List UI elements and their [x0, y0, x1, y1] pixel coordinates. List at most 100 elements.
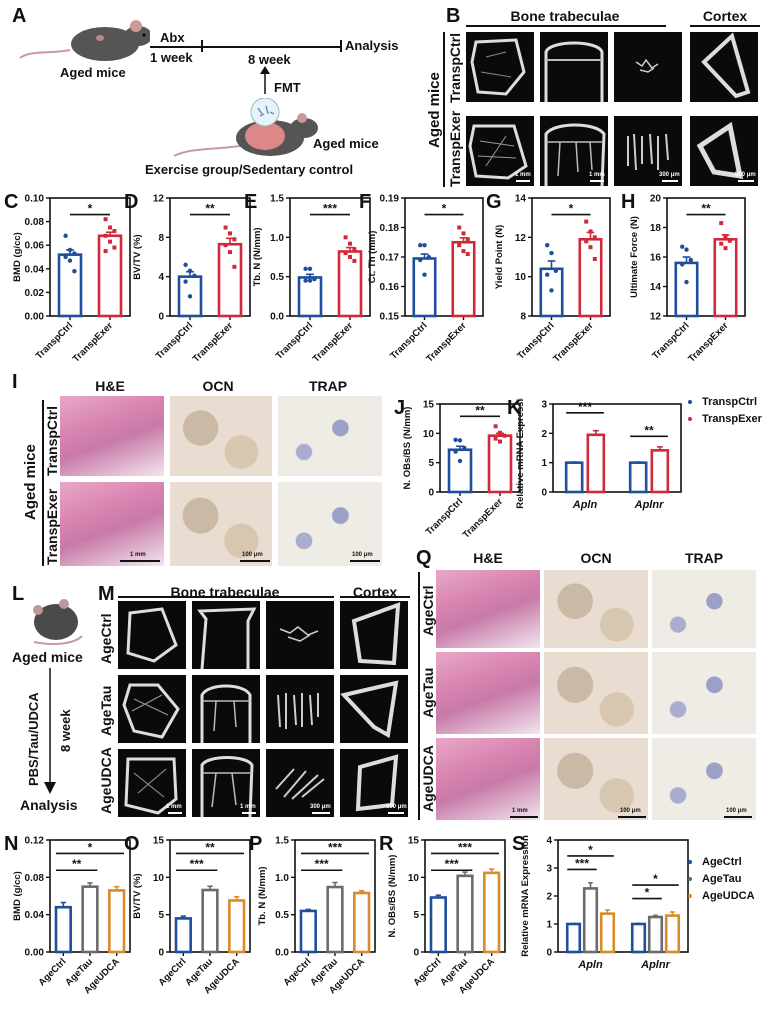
cortex-header-line-m: [340, 596, 410, 598]
timeline-tick-1: [201, 40, 203, 52]
svg-text:0.5: 0.5: [270, 272, 284, 283]
svg-text:0.04: 0.04: [25, 264, 45, 275]
svg-text:Aplnr: Aplnr: [640, 959, 670, 971]
legend-item: TranspCtrl: [688, 396, 757, 408]
svg-text:TranspCtrl: TranspCtrl: [34, 320, 75, 361]
scale-label: 100 μm: [242, 552, 263, 558]
svg-text:1.5: 1.5: [270, 194, 284, 205]
timeline-tick-end: [340, 40, 342, 52]
svg-text:***: ***: [578, 400, 592, 414]
svg-text:3: 3: [541, 400, 547, 411]
svg-text:**: **: [475, 403, 485, 417]
svg-text:2: 2: [546, 892, 552, 903]
row-label-agetau-m: AgeTau: [98, 685, 114, 736]
svg-text:TranspCtrl: TranspCtrl: [388, 320, 429, 361]
svg-text:**: **: [205, 202, 215, 216]
svg-text:0: 0: [428, 488, 434, 499]
cortex-header-line: [690, 25, 760, 27]
eight-week-label: 8 week: [248, 52, 291, 67]
bone-trabeculae-header: Bone trabeculae: [510, 8, 620, 24]
scale-label: 1 mm: [512, 808, 528, 814]
microct-agetau-cortex: [340, 675, 408, 743]
legend-label: AgeCtrl: [702, 856, 742, 868]
panel-label-s: S: [512, 833, 526, 855]
trab-header-line-m: [118, 596, 334, 598]
analysis-label: Analysis: [345, 38, 399, 53]
svg-text:Aplnr: Aplnr: [634, 499, 664, 511]
svg-text:0.08: 0.08: [25, 873, 45, 884]
panel-label-f: F: [359, 191, 372, 213]
he-stain-agectrl: [436, 570, 540, 648]
panel-label-q: Q: [416, 547, 432, 569]
trap-stain-agetau: [652, 652, 756, 734]
legend-item: AgeTau: [688, 873, 742, 885]
chart-h: 12 14 16 18 20 Ultimate Force (N) TranspCtrlTr…: [629, 194, 746, 365]
svg-text:1: 1: [546, 920, 552, 931]
chart-g: 8 10 12 14 Yield Point (N) TranspCtrlTranspEx…: [494, 194, 611, 365]
duration-label: 8 week: [58, 709, 73, 752]
aged-mice-recipient-label: Aged mice: [313, 136, 379, 151]
microct-agectrl-trab-1: [118, 601, 186, 669]
ocn-stain-agectrl: [544, 570, 648, 648]
svg-text:TranspCtrl: TranspCtrl: [515, 320, 556, 361]
svg-text:0: 0: [413, 948, 419, 959]
svg-text:*: *: [653, 872, 658, 886]
svg-text:TranspCtrl: TranspCtrl: [154, 320, 195, 361]
svg-text:*: *: [442, 202, 447, 216]
microct-transpexer-cortex: [690, 116, 758, 186]
svg-text:AgeCtrl: AgeCtrl: [156, 956, 188, 988]
he-stain-transpexer: [60, 482, 164, 566]
scale-label: 100 μm: [726, 808, 747, 814]
svg-text:***: ***: [575, 856, 589, 870]
svg-text:N. OBs/BS (N/mm): N. OBs/BS (N/mm): [387, 855, 398, 938]
panel-label-d: D: [124, 191, 139, 213]
group-bracket: [443, 32, 445, 187]
svg-text:TranspExer: TranspExer: [686, 320, 731, 365]
svg-text:0.12: 0.12: [25, 836, 45, 847]
svg-text:0.0: 0.0: [270, 312, 284, 323]
abx-label: Abx: [160, 30, 185, 45]
scale-bar-1mm-m: [168, 812, 182, 814]
svg-text:10: 10: [423, 429, 435, 440]
svg-text:BV/TV (%): BV/TV (%): [132, 234, 143, 279]
svg-text:0.10: 0.10: [25, 194, 45, 205]
svg-text:Apln: Apln: [572, 499, 598, 511]
svg-text:8: 8: [520, 312, 526, 323]
trap-stain-agectrl: [652, 570, 756, 648]
svg-text:TranspExer: TranspExer: [71, 320, 116, 365]
svg-text:TranspExer: TranspExer: [424, 320, 469, 365]
group-bracket-q: [418, 572, 420, 820]
svg-text:10: 10: [153, 873, 165, 884]
svg-text:1.5: 1.5: [275, 836, 289, 847]
svg-text:TranspCtrl: TranspCtrl: [274, 320, 315, 361]
svg-text:5: 5: [428, 458, 434, 469]
svg-text:***: ***: [190, 857, 204, 871]
aged-mouse-icon-l: [33, 599, 83, 645]
panel-label-a: A: [12, 5, 27, 27]
row-label-ageudca-q: AgeUDCA: [420, 745, 436, 812]
microct-transpexer-trab-3d: [614, 116, 682, 186]
svg-text:***: ***: [328, 840, 342, 854]
trap-stain-ageudca: [652, 738, 756, 820]
panel-label-i: I: [12, 371, 18, 393]
analysis-label-l: Analysis: [20, 797, 78, 813]
svg-text:20: 20: [650, 194, 662, 205]
svg-text:BV/TV (%): BV/TV (%): [132, 873, 143, 918]
svg-text:0.00: 0.00: [25, 948, 45, 959]
panel-label-n: N: [4, 833, 19, 855]
microct-agectrl-trab-3d: [266, 601, 334, 669]
svg-text:0: 0: [158, 948, 164, 959]
svg-text:***: ***: [445, 857, 459, 871]
scale-bar-1mm-2: [590, 180, 604, 182]
microct-agectrl-trab-2: [192, 601, 260, 669]
svg-text:***: ***: [458, 840, 472, 854]
legend-marker-icon: [688, 417, 692, 421]
microct-agetau-trab-1: [118, 675, 186, 743]
svg-text:***: ***: [315, 857, 329, 871]
scale-label: 500 μm: [386, 804, 407, 810]
svg-text:Ultimate Force (N): Ultimate Force (N): [629, 216, 640, 298]
